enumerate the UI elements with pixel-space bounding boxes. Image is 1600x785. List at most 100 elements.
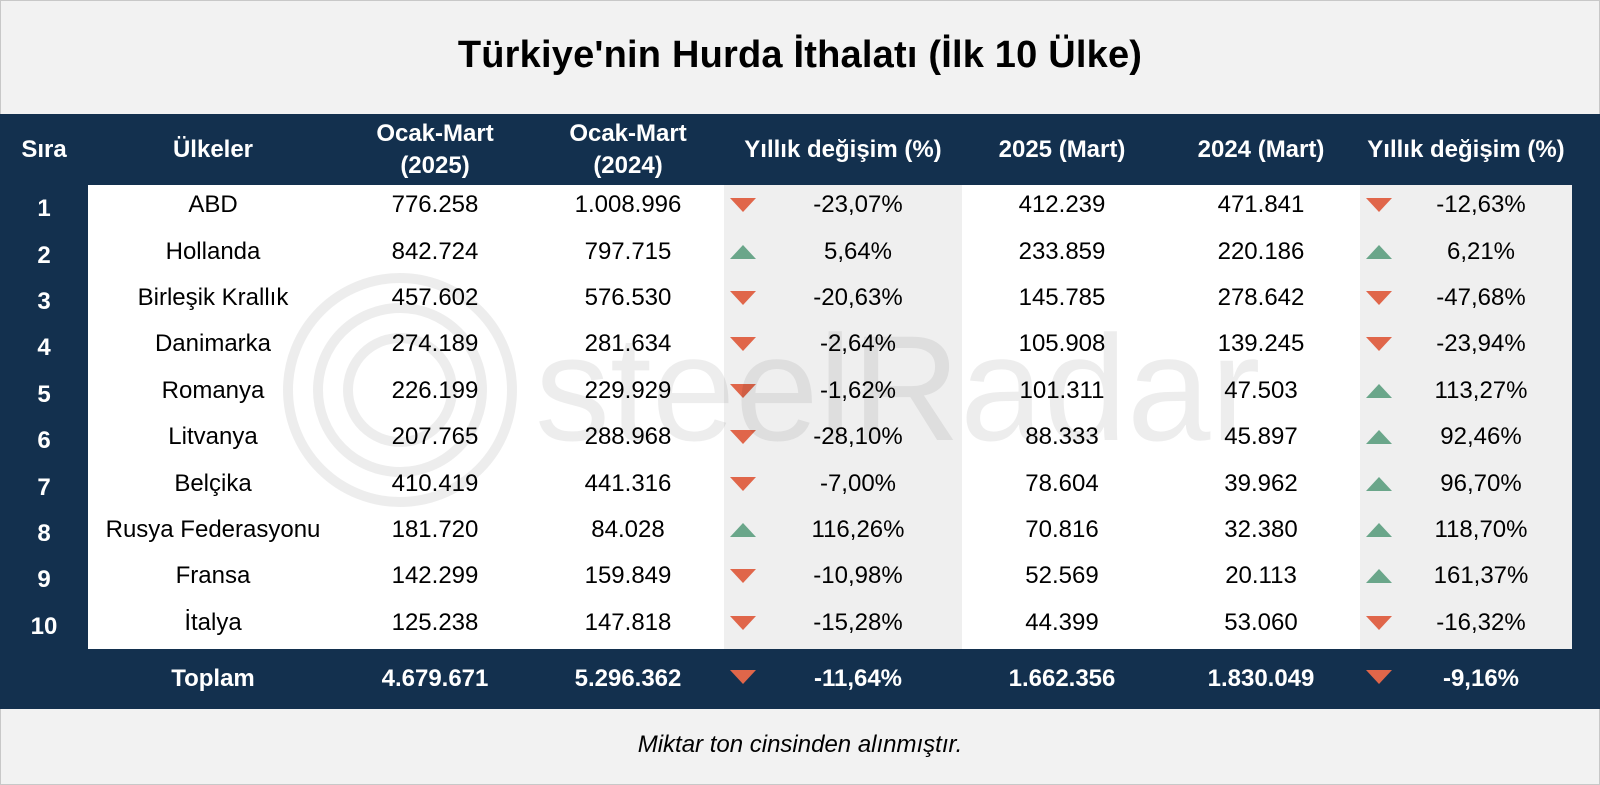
header-q_2024: Ocak-Mart (2024) xyxy=(569,119,687,179)
total-value-cell: -11,64% xyxy=(813,665,903,693)
value-cell: 88.333 xyxy=(1025,423,1099,451)
value-cell: 161,37% xyxy=(1433,562,1529,590)
down-arrow-icon xyxy=(1366,337,1392,352)
rank-cell: 7 xyxy=(37,473,51,501)
column-background-q_2025 xyxy=(338,185,532,649)
value-cell: -15,28% xyxy=(813,608,903,636)
rank-cell: 2 xyxy=(37,241,51,269)
value-cell: 181.720 xyxy=(391,515,479,543)
table-header-band xyxy=(0,114,1600,185)
value-cell: 226.199 xyxy=(391,376,479,404)
country-cell: Belçika xyxy=(174,469,252,497)
total-label: Toplam xyxy=(171,665,255,693)
down-arrow-icon xyxy=(730,198,756,213)
value-cell: 84.028 xyxy=(591,515,665,543)
value-cell: 52.569 xyxy=(1025,562,1099,590)
value-cell: -20,63% xyxy=(813,283,903,311)
country-cell: Rusya Federasyonu xyxy=(105,515,321,543)
value-cell: -2,64% xyxy=(819,330,897,358)
country-cell: Danimarka xyxy=(154,330,272,358)
value-cell: 441.316 xyxy=(584,469,672,497)
value-cell: 142.299 xyxy=(391,562,479,590)
up-arrow-icon xyxy=(1366,523,1392,537)
down-arrow-icon xyxy=(730,670,756,685)
up-arrow-icon xyxy=(1366,244,1392,259)
header-q_change: Yıllık değişim (%) xyxy=(744,135,942,163)
value-cell: 101.311 xyxy=(1019,376,1105,404)
value-cell: 776.258 xyxy=(391,191,479,219)
down-arrow-icon xyxy=(1366,198,1392,213)
rank-cell: 6 xyxy=(37,427,51,455)
rank-cell: 8 xyxy=(37,519,51,547)
down-arrow-icon xyxy=(730,476,756,491)
value-cell: 78.604 xyxy=(1025,469,1099,497)
column-background-q_change xyxy=(724,185,962,649)
value-cell: 410.419 xyxy=(391,469,479,497)
total-row-band xyxy=(0,649,1600,709)
value-cell: -1,62% xyxy=(819,376,897,404)
value-cell: 96,70% xyxy=(1440,469,1522,497)
column-background-country xyxy=(88,185,338,649)
value-cell: 6,21% xyxy=(1446,237,1516,265)
up-arrow-icon xyxy=(1366,569,1392,584)
country-cell: Hollanda xyxy=(165,237,261,265)
value-cell: 842.724 xyxy=(391,237,479,265)
value-cell: 32.380 xyxy=(1224,515,1298,543)
right-edge-band xyxy=(1572,185,1600,649)
country-cell: ABD xyxy=(188,191,238,219)
header-m_2025: 2025 (Mart) xyxy=(998,135,1126,163)
value-cell: 159.849 xyxy=(584,562,672,590)
column-background-m_2024 xyxy=(1162,185,1360,649)
rank-cell: 3 xyxy=(37,287,51,315)
header-country: Ülkeler xyxy=(172,135,254,163)
value-cell: -28,10% xyxy=(813,423,903,451)
up-arrow-icon xyxy=(1366,430,1392,445)
value-cell: 278.642 xyxy=(1217,283,1305,311)
value-cell: 274.189 xyxy=(391,330,479,358)
value-cell: -16,32% xyxy=(1436,608,1526,636)
country-cell: İtalya xyxy=(184,608,242,636)
value-cell: 1.008.996 xyxy=(574,191,682,219)
value-cell: 113,27% xyxy=(1434,376,1528,404)
rank-cell: 10 xyxy=(30,612,58,640)
total-value-cell: -9,16% xyxy=(1442,665,1520,693)
value-cell: 45.897 xyxy=(1224,423,1298,451)
value-cell: 457.602 xyxy=(391,283,479,311)
up-arrow-icon xyxy=(1366,476,1392,491)
down-arrow-icon xyxy=(730,383,756,398)
country-cell: Birleşik Krallık xyxy=(137,283,289,311)
value-cell: 471.841 xyxy=(1217,191,1305,219)
value-cell: 53.060 xyxy=(1224,608,1298,636)
total-value-cell: 1.662.356 xyxy=(1008,665,1116,693)
value-cell: -47,68% xyxy=(1436,283,1526,311)
column-background-m_change xyxy=(1360,185,1572,649)
country-cell: Romanya xyxy=(161,376,265,404)
value-cell: 229.929 xyxy=(584,376,672,404)
value-cell: 44.399 xyxy=(1025,608,1099,636)
total-value-cell: 1.830.049 xyxy=(1207,665,1315,693)
total-value-cell: 4.679.671 xyxy=(381,665,489,693)
down-arrow-icon xyxy=(730,430,756,445)
down-arrow-icon xyxy=(730,337,756,352)
value-cell: -10,98% xyxy=(813,562,903,590)
value-cell: 39.962 xyxy=(1224,469,1298,497)
country-cell: Litvanya xyxy=(168,423,258,451)
value-cell: 125.238 xyxy=(391,608,479,636)
down-arrow-icon xyxy=(1366,291,1392,305)
page-title: Türkiye'nin Hurda İthalatı (İlk 10 Ülke) xyxy=(457,34,1143,76)
value-cell: 797.715 xyxy=(584,237,672,265)
value-cell: 139.245 xyxy=(1217,330,1305,358)
up-arrow-icon xyxy=(730,244,756,259)
value-cell: 207.765 xyxy=(391,423,479,451)
down-arrow-icon xyxy=(1366,615,1392,630)
value-cell: 233.859 xyxy=(1018,237,1106,265)
column-background-m_2025 xyxy=(962,185,1162,649)
value-cell: -23,07% xyxy=(813,191,903,219)
country-cell: Fransa xyxy=(175,562,251,590)
down-arrow-icon xyxy=(730,569,756,584)
total-value-cell: 5.296.362 xyxy=(574,665,682,693)
value-cell: 116,26% xyxy=(811,515,905,543)
value-cell: 5,64% xyxy=(823,237,893,265)
header-rank: Sıra xyxy=(21,135,67,163)
down-arrow-icon xyxy=(730,615,756,630)
